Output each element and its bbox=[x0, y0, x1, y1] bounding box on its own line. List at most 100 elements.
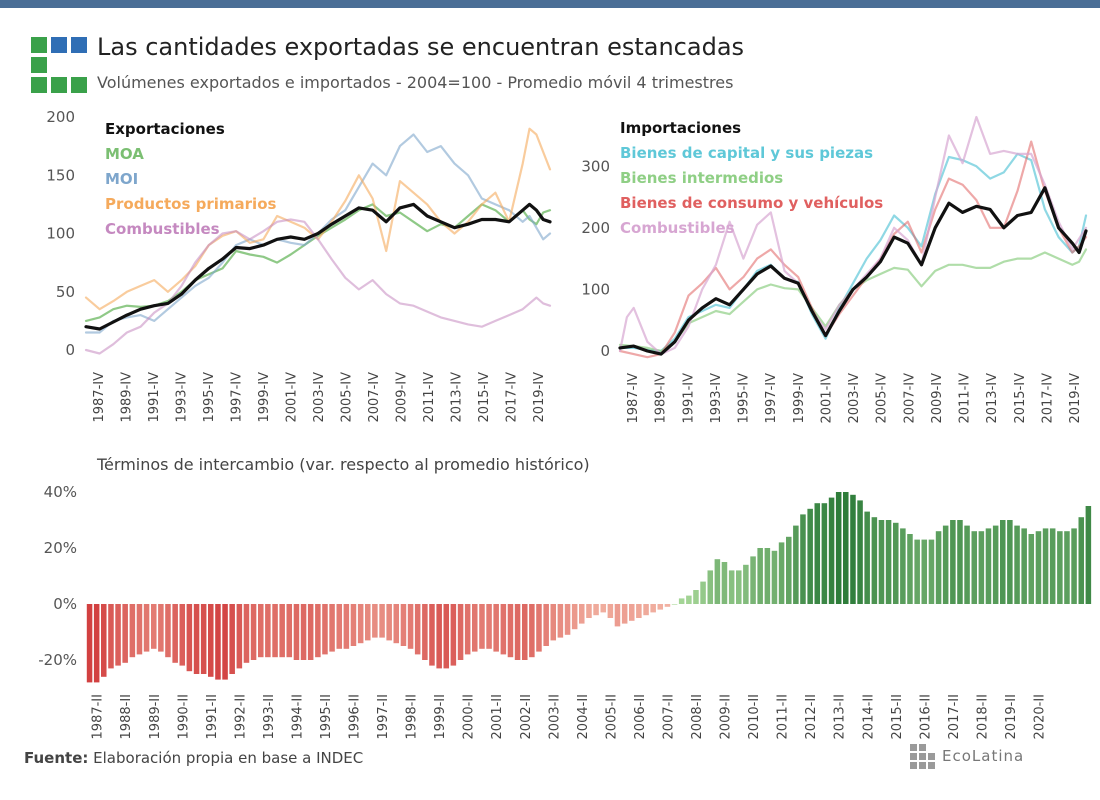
terms-bar bbox=[771, 550, 778, 604]
terms-bar bbox=[800, 514, 806, 604]
terms-bar bbox=[728, 570, 735, 604]
imports-x-tick-label: 1987-IV bbox=[626, 373, 641, 424]
terms-bar bbox=[250, 604, 257, 660]
exports-series-combustibles bbox=[84, 218, 552, 355]
terms-bar bbox=[279, 604, 285, 658]
terms-bar bbox=[1042, 528, 1049, 604]
imports-y-tick-label: 0 bbox=[600, 342, 610, 360]
ecolatina-logo-icon bbox=[910, 744, 935, 769]
terms-bar bbox=[764, 548, 771, 604]
terms-bar bbox=[379, 604, 385, 638]
terms-bar bbox=[243, 604, 250, 663]
terms-bar bbox=[850, 494, 856, 604]
terms-x-tick-label: 1987-II bbox=[91, 694, 106, 739]
terms-bar bbox=[350, 604, 357, 646]
imports-legend-bienes-de-consumo-y-vehiculos: Bienes de consumo y vehículos bbox=[620, 194, 883, 212]
terms-bar bbox=[101, 604, 107, 677]
imports-x-tick-label: 1993-IV bbox=[709, 373, 724, 424]
terms-bar bbox=[122, 604, 128, 663]
terms-bar bbox=[1064, 531, 1070, 604]
terms-bar bbox=[136, 604, 143, 655]
terms-bar bbox=[992, 525, 999, 604]
terms-bar bbox=[143, 604, 150, 652]
terms-bar bbox=[236, 604, 243, 669]
terms-bar bbox=[985, 528, 992, 604]
terms-x-tick-label: 1992-II bbox=[233, 694, 248, 739]
terms-x-tick-label: 2001-II bbox=[490, 694, 505, 739]
imports-legend-title: Importaciones bbox=[620, 119, 741, 137]
terms-bar bbox=[258, 604, 264, 658]
terms-bar bbox=[1021, 528, 1027, 604]
exports-y-tick-label: 150 bbox=[46, 166, 75, 184]
terms-bar bbox=[215, 604, 221, 680]
terms-bar bbox=[1014, 525, 1020, 604]
terms-bar bbox=[450, 604, 457, 666]
exports-x-tick-label: 1995-IV bbox=[202, 372, 217, 423]
terms-bar bbox=[507, 604, 514, 658]
terms-bar bbox=[564, 604, 571, 635]
exports-series-exportaciones bbox=[84, 202, 552, 331]
terms-bar bbox=[443, 604, 450, 669]
terms-bar bbox=[757, 548, 763, 604]
terms-bar bbox=[978, 531, 985, 604]
terms-bar bbox=[614, 604, 621, 627]
terms-x-tick-label: 2011-II bbox=[776, 694, 791, 739]
terms-bar bbox=[557, 604, 564, 638]
terms-x-tick-label: 1994-II bbox=[290, 694, 305, 739]
terms-bar bbox=[843, 492, 849, 604]
imports-x-tick-label: 2003-IV bbox=[847, 373, 862, 424]
exports-x-tick-label: 2019-IV bbox=[532, 372, 547, 423]
terms-x-tick-label: 2004-II bbox=[576, 694, 591, 739]
exports-y-tick-label: 50 bbox=[56, 283, 75, 301]
terms-bar bbox=[786, 536, 792, 604]
terms-x-tick-label: 1990-II bbox=[176, 694, 191, 739]
terms-bar bbox=[365, 604, 371, 641]
terms-bar bbox=[629, 604, 635, 621]
terms-bar bbox=[108, 604, 114, 669]
terms-bar bbox=[650, 604, 656, 613]
terms-bar bbox=[828, 497, 835, 604]
page-subtitle: Volúmenes exportados e importados - 2004… bbox=[97, 73, 734, 92]
terms-x-tick-label: 1993-II bbox=[262, 694, 277, 739]
terms-bar bbox=[621, 604, 628, 624]
exports-x-tick-label: 1991-IV bbox=[147, 372, 162, 423]
terms-bar bbox=[550, 604, 557, 641]
exports-legend-combustibles: Combustibles bbox=[105, 220, 220, 238]
exports-series-productos-primarios bbox=[84, 127, 552, 311]
exports-y-tick-label: 0 bbox=[65, 341, 75, 359]
terms-x-tick-label: 2006-II bbox=[633, 694, 648, 739]
terms-bar bbox=[778, 542, 785, 604]
exports-series-moi bbox=[84, 133, 552, 334]
terms-bar bbox=[950, 520, 956, 604]
brand-name: EcoLatina bbox=[942, 747, 1025, 765]
imports-x-tick-label: 1991-IV bbox=[681, 373, 696, 424]
terms-bar bbox=[208, 604, 214, 677]
terms-bar bbox=[657, 604, 664, 610]
logo-square bbox=[31, 37, 47, 53]
terms-x-tick-label: 2018-II bbox=[975, 694, 990, 739]
imports-x-tick-label: 2007-IV bbox=[902, 373, 917, 424]
terms-x-tick-label: 2003-II bbox=[547, 694, 562, 739]
terms-bar bbox=[793, 525, 799, 604]
exports-legend-productos-primarios: Productos primarios bbox=[105, 195, 277, 213]
terms-x-tick-label: 2000-II bbox=[462, 694, 477, 739]
logo-square bbox=[51, 37, 67, 53]
exports-series-moa bbox=[84, 203, 552, 322]
terms-bar bbox=[536, 604, 542, 652]
imports-y-tick-label: 200 bbox=[581, 219, 610, 237]
terms-bar bbox=[407, 604, 414, 649]
exports-y-tick-label: 100 bbox=[46, 225, 75, 243]
logo-square bbox=[71, 77, 87, 93]
terms-bar bbox=[322, 604, 328, 655]
exports-line-chart: 0 50 100 150 200 1987-IV 1989-IV 1991-IV 1993-IV… bbox=[46, 108, 552, 423]
exports-legend-moi: MOI bbox=[105, 170, 138, 188]
imports-x-tick-label: 2017-IV bbox=[1040, 373, 1055, 424]
terms-y-tick-label: -20% bbox=[38, 651, 77, 669]
terms-bar bbox=[736, 570, 742, 604]
terms-bar bbox=[921, 539, 928, 604]
imports-x-tick-label: 2015-IV bbox=[1013, 373, 1028, 424]
terms-y-tick-label: 40% bbox=[44, 483, 77, 501]
terms-bar bbox=[286, 604, 293, 658]
imports-x-tick-label: 1995-IV bbox=[737, 373, 752, 424]
logo-square bbox=[71, 37, 87, 53]
